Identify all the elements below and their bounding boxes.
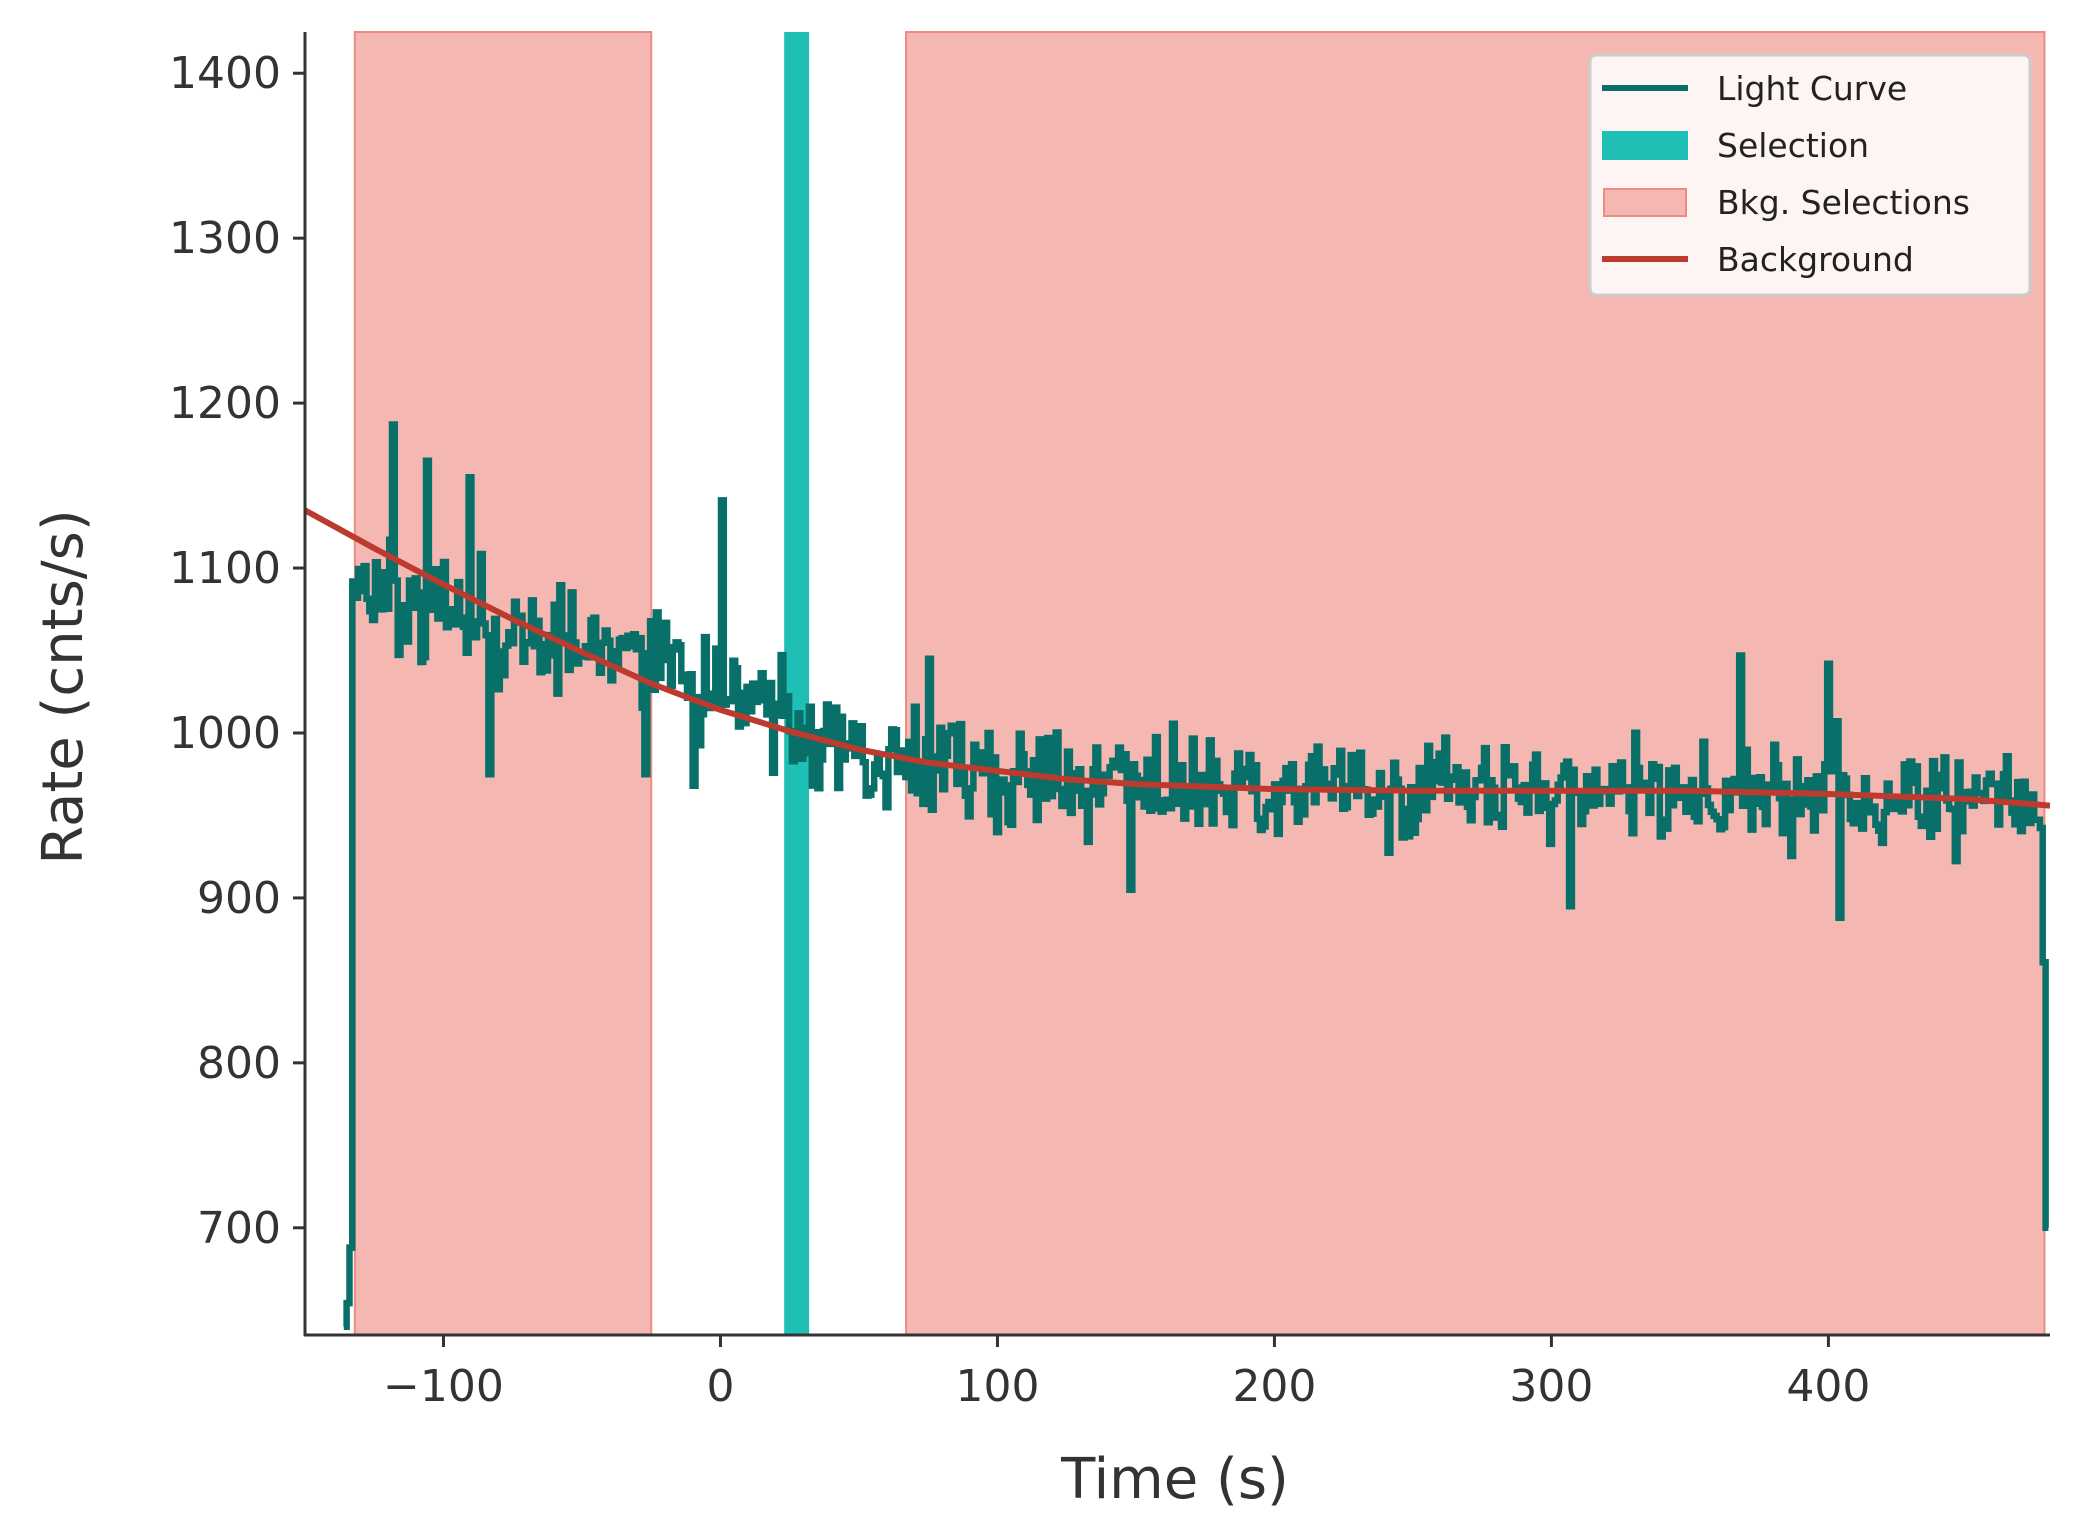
- legend-swatch-bkg-selections: [1603, 188, 1687, 217]
- y-tick-label: 800: [197, 1038, 281, 1089]
- axes: [303, 32, 2050, 1337]
- legend-swatch-selection: [1602, 131, 1688, 160]
- y-tick-label: 1400: [169, 48, 281, 99]
- x-tick-label: 0: [706, 1361, 734, 1412]
- x-tick-label: −100: [383, 1361, 504, 1412]
- x-tick-label: 200: [1232, 1361, 1316, 1412]
- legend-label-selection: Selection: [1717, 126, 1869, 165]
- x-tick-label: 300: [1509, 1361, 1593, 1412]
- y-tick-label: 900: [197, 873, 281, 924]
- light-curve-line: [343, 421, 2049, 1331]
- y-axis-title: Rate (cnts/s): [31, 509, 96, 864]
- legend: Light Curve Selection Bkg. Selections Ba…: [1588, 53, 2032, 297]
- selection-region: [784, 32, 810, 1335]
- legend-label-light-curve: Light Curve: [1717, 69, 1907, 108]
- x-axis-ticks: −100 0 100 200 300 400: [383, 1335, 1870, 1412]
- x-axis-title: Time (s): [1060, 1447, 1289, 1512]
- light-curve-series: [343, 421, 2049, 1331]
- legend-label-background: Background: [1717, 240, 1914, 279]
- y-axis-ticks: 700 800 900 1000 1100 1200 1300 1400: [169, 48, 305, 1254]
- y-tick-label: 1200: [169, 378, 281, 429]
- x-tick-label: 400: [1786, 1361, 1870, 1412]
- y-tick-label: 1100: [169, 543, 281, 594]
- y-tick-label: 1300: [169, 213, 281, 264]
- y-tick-label: 1000: [169, 708, 281, 759]
- background-fit-series: [303, 507, 2051, 809]
- x-tick-label: 100: [955, 1361, 1039, 1412]
- background-line: [303, 507, 2051, 809]
- selection-band: [784, 32, 810, 1335]
- legend-box: [1588, 53, 2032, 297]
- legend-label-bkg-selections: Bkg. Selections: [1717, 183, 1970, 222]
- y-tick-label: 700: [197, 1203, 281, 1254]
